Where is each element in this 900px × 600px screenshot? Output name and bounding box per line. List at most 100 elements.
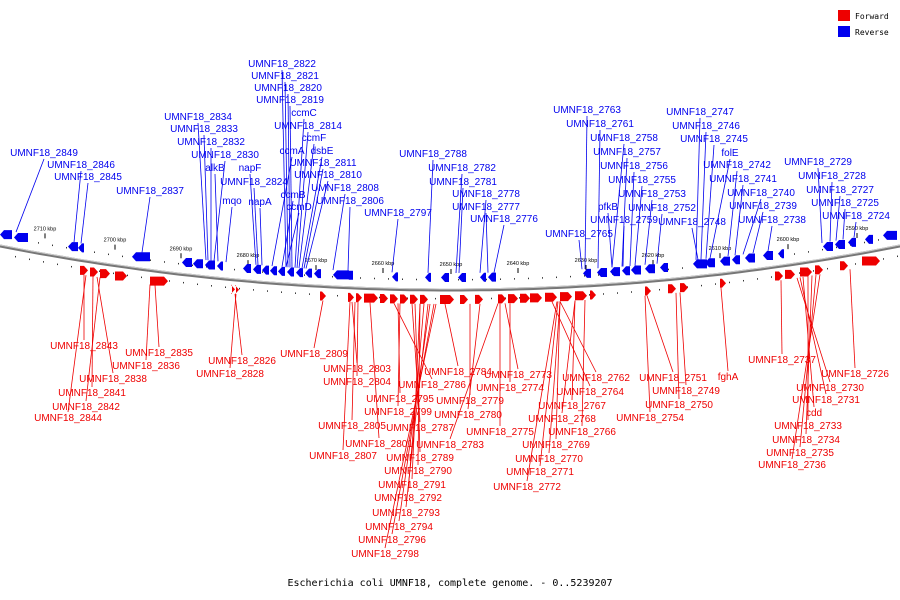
tick-label: 2690 kbp <box>170 246 193 252</box>
reverse-gene-label-umnf18-2761: UMNF18_2761 <box>566 119 634 130</box>
forward-gene-label-umnf18-2807: UMNF18_2807 <box>309 451 377 462</box>
forward-label-leader <box>313 300 324 349</box>
forward-gene-label-umnf18-2786: UMNF18_2786 <box>398 380 466 391</box>
reverse-gene-label-napf: napF <box>239 163 262 174</box>
reverse-gene-label-fole: folE <box>721 148 739 159</box>
minor-tick <box>113 272 114 275</box>
forward-gene-arrow <box>100 269 110 279</box>
forward-label-leader <box>791 274 821 460</box>
forward-label-leader <box>342 301 351 451</box>
forward-label-leader <box>675 292 680 400</box>
forward-gene-label-umnf18-2792: UMNF18_2792 <box>374 493 442 504</box>
minor-tick <box>878 239 879 241</box>
reverse-gene-label-umnf18-2738: UMNF18_2738 <box>738 215 806 226</box>
reverse-gene-label-umnf18-2846: UMNF18_2846 <box>47 160 115 171</box>
forward-label-leader <box>229 294 237 369</box>
forward-gene-label-umnf18-2771: UMNF18_2771 <box>506 467 574 478</box>
forward-gene-label-umnf18-2794: UMNF18_2794 <box>365 522 433 533</box>
forward-gene-arrow <box>785 269 795 279</box>
forward-gene-arrow <box>390 294 398 304</box>
forward-gene-label-umnf18-2791: UMNF18_2791 <box>378 480 446 491</box>
reverse-gene-arrow <box>458 272 466 282</box>
forward-gene-arrow <box>460 294 468 304</box>
reverse-label-leader <box>752 211 764 254</box>
reverse-gene-arrow <box>631 265 641 275</box>
reverse-gene-arrow <box>278 266 285 276</box>
reverse-gene-arrow <box>253 264 261 274</box>
forward-gene-arrow <box>80 265 88 275</box>
minor-tick <box>505 297 506 299</box>
reverse-label-leader <box>709 158 731 259</box>
reverse-label-leader <box>578 239 583 270</box>
forward-gene-label-umnf18-2775: UMNF18_2775 <box>466 427 534 438</box>
forward-gene-label-umnf18-2769: UMNF18_2769 <box>522 440 590 451</box>
reverse-gene-label-umnf18-2740: UMNF18_2740 <box>727 188 795 199</box>
forward-label-leader <box>679 292 687 386</box>
tick-label: 2610 kbp <box>709 246 732 252</box>
reverse-label-leader <box>287 93 291 268</box>
forward-label-leader <box>555 301 561 440</box>
reverse-label-leader <box>197 122 207 261</box>
minor-tick <box>388 278 389 280</box>
minor-tick <box>668 268 669 271</box>
genome-caption: Escherichia coli UMNF18, complete genome… <box>287 578 613 589</box>
minor-tick <box>206 266 207 268</box>
forward-gene-label-umnf18-2835: UMNF18_2835 <box>125 348 193 359</box>
forward-gene-label-umnf18-2731: UMNF18_2731 <box>792 395 860 406</box>
tick-label: 2620 kbp <box>642 253 665 259</box>
forward-gene-label-umnf18-2787: UMNF18_2787 <box>386 423 454 434</box>
reverse-label-leader <box>700 131 707 260</box>
minor-tick <box>234 268 235 271</box>
minor-tick <box>374 277 375 280</box>
reverse-label-leader <box>141 196 151 253</box>
minor-tick <box>486 278 487 281</box>
reverse-label-leader <box>734 184 744 256</box>
reverse-label-leader <box>607 212 613 268</box>
reverse-gene-arrow <box>622 266 630 276</box>
reverse-label-leader <box>835 195 841 241</box>
reverse-gene-label-umnf18-2742: UMNF18_2742 <box>703 160 771 171</box>
reverse-gene-arrow <box>345 270 353 280</box>
minor-tick <box>883 258 884 260</box>
forward-gene-arrow <box>320 291 326 301</box>
reverse-label-leader <box>281 200 294 267</box>
forward-gene-arrow <box>840 261 848 271</box>
minor-tick <box>584 275 585 277</box>
reverse-gene-label-umnf18-2832: UMNF18_2832 <box>177 137 245 148</box>
reverse-gene-label-umnf18-2748: UMNF18_2748 <box>658 217 726 228</box>
reverse-label-leader <box>15 158 45 233</box>
minor-tick <box>822 248 823 251</box>
reverse-label-leader <box>611 143 625 268</box>
legend-swatch-forward <box>838 10 850 21</box>
reverse-label-leader <box>214 173 219 262</box>
minor-tick <box>150 259 151 261</box>
reverse-label-leader <box>301 156 323 269</box>
forward-label-leader <box>802 276 815 408</box>
reverse-label-leader <box>225 206 233 263</box>
reverse-label-leader <box>347 206 351 271</box>
minor-tick <box>472 278 473 281</box>
minor-tick <box>589 294 590 296</box>
minor-tick <box>379 296 380 299</box>
reverse-label-leader <box>705 144 715 259</box>
reverse-gene-arrow <box>314 269 321 279</box>
minor-tick <box>332 275 333 278</box>
tick-label: 2660 kbp <box>372 261 395 267</box>
minor-tick <box>631 291 632 293</box>
reverse-gene-label-umnf18-2756: UMNF18_2756 <box>600 161 668 172</box>
reverse-gene-arrow <box>217 261 223 271</box>
minor-tick <box>743 279 744 282</box>
forward-label-leader <box>849 269 856 369</box>
minor-tick <box>402 278 403 280</box>
minor-tick <box>164 261 165 263</box>
minor-tick <box>66 246 67 249</box>
minor-tick <box>225 286 226 289</box>
reverse-label-leader <box>281 69 287 268</box>
forward-gene-arrow <box>530 293 542 303</box>
reverse-gene-label-ccmf: ccmF <box>302 133 326 144</box>
reverse-gene-arrow <box>441 272 449 282</box>
forward-gene-arrow <box>545 292 557 302</box>
reverse-gene-label-umnf18-2820: UMNF18_2820 <box>254 83 322 94</box>
forward-label-leader <box>449 303 499 440</box>
reverse-gene-arrow <box>583 268 591 278</box>
